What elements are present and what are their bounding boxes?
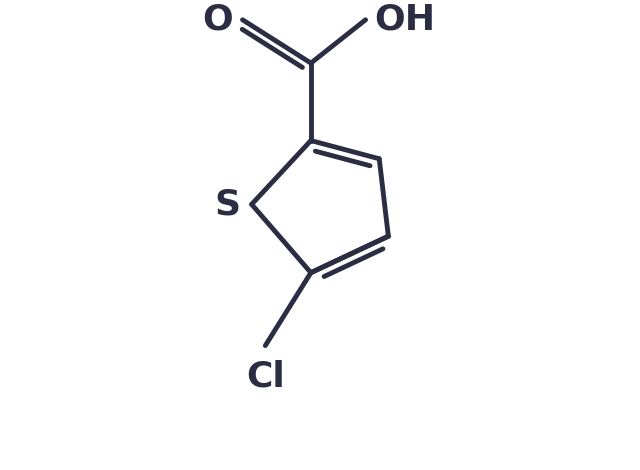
Text: O: O [203, 3, 234, 37]
Text: S: S [214, 188, 240, 221]
Text: OH: OH [374, 3, 436, 37]
Text: Cl: Cl [246, 359, 285, 393]
